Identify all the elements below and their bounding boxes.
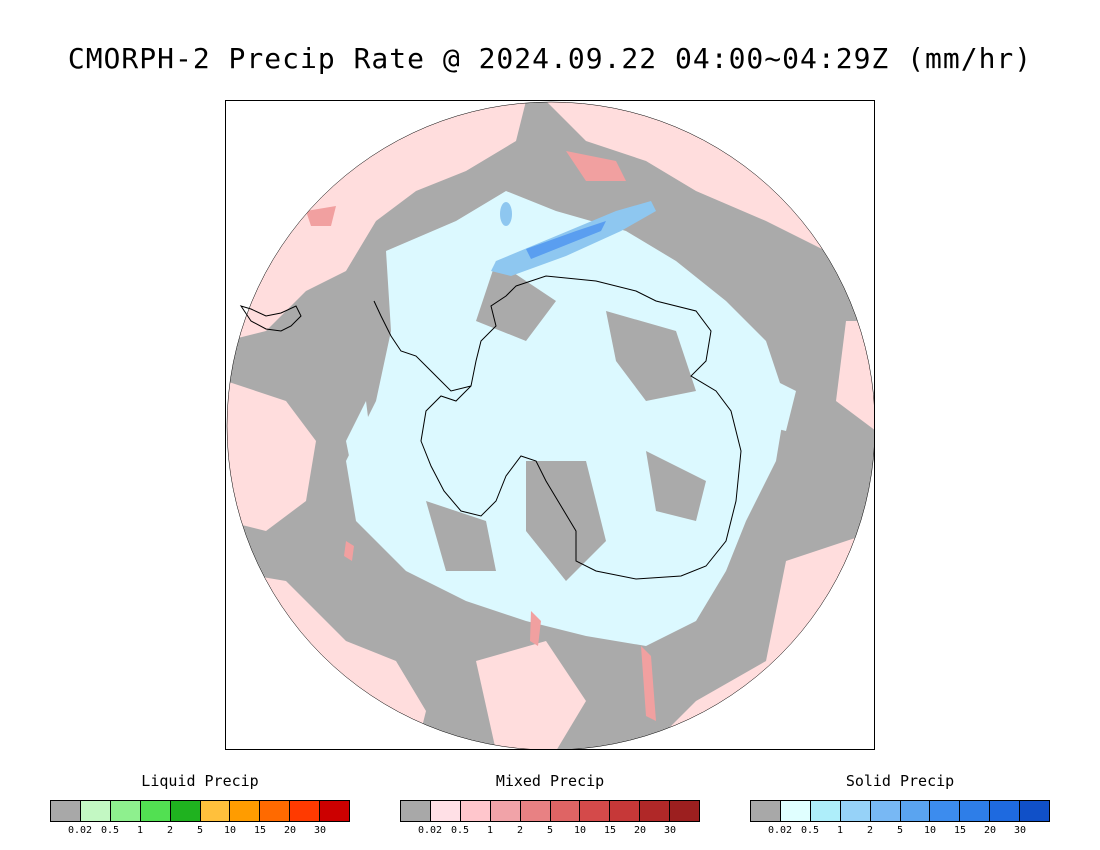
legend-tick-label: 0.02 — [417, 825, 443, 836]
tick-labels: 0.02 0.5 1 2 5 10 15 20 30 — [400, 825, 700, 839]
map-title: CMORPH-2 Precip Rate @ 2024.09.22 04:00~… — [67, 42, 1033, 75]
legend-tick-label: 1 — [136, 825, 144, 836]
legend-tick-label: 0.02 — [767, 825, 793, 836]
legend-swatch — [1020, 801, 1050, 821]
tick-labels: 0.02 0.5 1 2 5 10 15 20 30 — [50, 825, 350, 839]
legend-solid: Solid Precip 0.02 0.5 1 2 5 10 15 20 30 — [750, 772, 1050, 839]
legend-swatch — [140, 801, 171, 821]
antarctic-peninsula-coastline — [373, 300, 472, 392]
legend-tick-label: 15 — [253, 825, 267, 836]
legend-tick-label: 0.5 — [800, 825, 820, 836]
legend-swatch — [110, 801, 141, 821]
legend-tick-label: 2 — [516, 825, 524, 836]
legend-swatch — [520, 801, 551, 821]
antarctica-coastline — [420, 275, 742, 580]
legend-swatch — [401, 801, 431, 821]
legend-swatch — [810, 801, 841, 821]
legend-swatch — [170, 801, 201, 821]
legend-swatch — [51, 801, 81, 821]
legend-tick-label: 1 — [486, 825, 494, 836]
legend-swatch — [290, 801, 321, 821]
precip-map — [225, 100, 875, 750]
legend-tick-label: 10 — [923, 825, 937, 836]
legend-swatch — [960, 801, 991, 821]
legend-tick-label: 5 — [196, 825, 204, 836]
legend-tick-label: 20 — [283, 825, 297, 836]
legend-tick-label: 20 — [633, 825, 647, 836]
legend-swatch — [930, 801, 961, 821]
legend-tick-label: 1 — [836, 825, 844, 836]
legend-swatch — [260, 801, 291, 821]
color-bar — [400, 800, 700, 822]
legend-tick-label: 20 — [983, 825, 997, 836]
color-bar — [50, 800, 350, 822]
legend-tick-label: 0.02 — [67, 825, 93, 836]
legend-swatch — [580, 801, 611, 821]
legend-swatch — [990, 801, 1021, 821]
legend-swatch — [80, 801, 111, 821]
legend-title: Solid Precip — [845, 772, 955, 790]
legend-title: Liquid Precip — [141, 772, 259, 790]
legend-swatch — [780, 801, 811, 821]
legend-swatch — [550, 801, 581, 821]
legend-tick-label: 15 — [603, 825, 617, 836]
legend-swatch — [200, 801, 231, 821]
legend-swatch — [840, 801, 871, 821]
legend-swatch — [670, 801, 700, 821]
legend-tick-label: 30 — [1013, 825, 1027, 836]
legend-swatch — [751, 801, 781, 821]
color-bar — [750, 800, 1050, 822]
legend-mixed: Mixed Precip 0.02 0.5 1 2 5 10 15 20 30 — [400, 772, 700, 839]
legend-tick-label: 0.5 — [100, 825, 120, 836]
tick-labels: 0.02 0.5 1 2 5 10 15 20 30 — [750, 825, 1050, 839]
legend-title: Mixed Precip — [495, 772, 605, 790]
legend-tick-label: 2 — [166, 825, 174, 836]
legend-swatch — [490, 801, 521, 821]
legend-tick-label: 10 — [223, 825, 237, 836]
legend-tick-label: 10 — [573, 825, 587, 836]
legend-tick-label: 15 — [953, 825, 967, 836]
legend-swatch — [870, 801, 901, 821]
legend-swatch — [320, 801, 350, 821]
legend-swatch — [640, 801, 671, 821]
legend-tick-label: 30 — [313, 825, 327, 836]
legend-swatch — [430, 801, 461, 821]
legend-swatch — [900, 801, 931, 821]
precip-field — [227, 102, 874, 749]
polar-projection-map — [226, 101, 874, 749]
legend-tick-label: 30 — [663, 825, 677, 836]
legend-tick-label: 5 — [896, 825, 904, 836]
legend-tick-label: 5 — [546, 825, 554, 836]
legend-swatch — [460, 801, 491, 821]
legend-tick-label: 2 — [866, 825, 874, 836]
legend-tick-label: 0.5 — [450, 825, 470, 836]
south-america-coastline — [239, 305, 302, 332]
legend-liquid: Liquid Precip 0.02 0.5 1 2 5 10 15 20 30 — [50, 772, 350, 839]
legend-swatch — [610, 801, 641, 821]
legend-swatch — [230, 801, 261, 821]
